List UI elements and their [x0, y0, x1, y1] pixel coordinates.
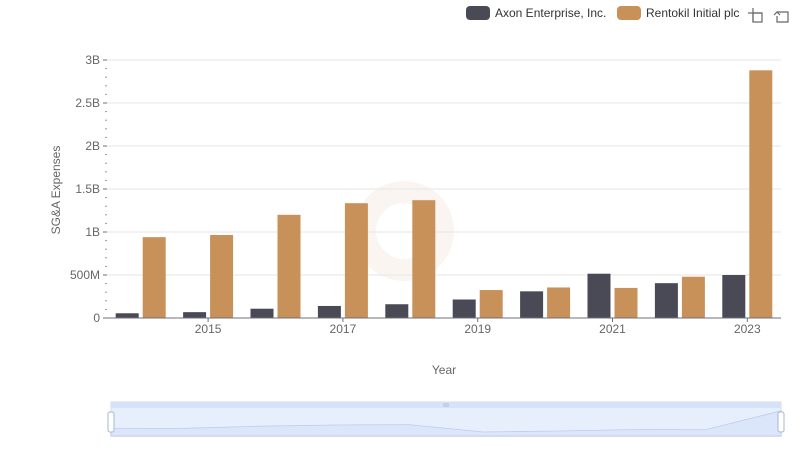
y-axis-title: SG&A Expenses — [49, 146, 63, 235]
y-tick-label: 2B — [85, 139, 100, 153]
bar-rentokil-initial-plc-2015[interactable] — [210, 235, 234, 318]
bar-rentokil-initial-plc-2016[interactable] — [277, 214, 301, 318]
y-tick-label: 2.5B — [75, 96, 100, 110]
bar-rentokil-initial-plc-2020[interactable] — [547, 287, 571, 318]
x-tick-label: 2017 — [330, 322, 357, 336]
slider-selected-range[interactable] — [111, 408, 781, 436]
bar-rentokil-initial-plc-2017[interactable] — [344, 203, 368, 318]
bar-axon-enterprise-inc--2015[interactable] — [183, 312, 207, 318]
slider-move-grip-icon[interactable] — [443, 403, 449, 407]
bars — [115, 70, 773, 318]
bar-axon-enterprise-inc--2014[interactable] — [115, 313, 139, 318]
y-tick-label: 0 — [93, 311, 100, 325]
restore-icon[interactable] — [773, 11, 789, 23]
legend[interactable]: Axon Enterprise, Inc. Rentokil Initial pl… — [466, 6, 739, 20]
watermark-logo — [354, 181, 454, 281]
y-tick-label: 1B — [85, 225, 100, 239]
bar-rentokil-initial-plc-2019[interactable] — [479, 290, 503, 318]
legend-item-1[interactable]: Rentokil Initial plc — [617, 6, 739, 20]
bar-axon-enterprise-inc--2018[interactable] — [385, 304, 409, 318]
x-tick-label: 2021 — [599, 322, 626, 336]
x-axis-tick-labels: 2015 2017 2019 2021 2023 — [195, 322, 761, 336]
y-axis-tick-labels: 0 500M 1B 1.5B 2B 2.5B 3B — [70, 53, 107, 325]
bar-rentokil-initial-plc-2018[interactable] — [412, 200, 436, 318]
bar-axon-enterprise-inc--2023[interactable] — [722, 275, 746, 318]
legend-item-0[interactable]: Axon Enterprise, Inc. — [466, 6, 606, 20]
legend-label: Rentokil Initial plc — [646, 6, 739, 20]
bar-axon-enterprise-inc--2019[interactable] — [452, 299, 476, 318]
legend-label: Axon Enterprise, Inc. — [495, 6, 606, 20]
x-tick-label: 2023 — [734, 322, 761, 336]
bar-axon-enterprise-inc--2016[interactable] — [250, 308, 274, 318]
bar-rentokil-initial-plc-2023[interactable] — [749, 70, 773, 318]
grid-lines — [107, 59, 781, 276]
bar-axon-enterprise-inc--2021[interactable] — [587, 273, 611, 318]
x-tick-label: 2019 — [464, 322, 491, 336]
bar-rentokil-initial-plc-2014[interactable] — [142, 237, 166, 318]
x-axis-ticks — [207, 318, 748, 322]
x-axis-title: Year — [432, 363, 456, 377]
y-tick-label: 1.5B — [75, 182, 100, 196]
legend-swatch — [466, 6, 490, 20]
bar-axon-enterprise-inc--2017[interactable] — [317, 305, 341, 318]
data-zoom-slider[interactable] — [107, 401, 785, 437]
legend-swatch — [617, 6, 641, 20]
bar-axon-enterprise-inc--2020[interactable] — [520, 291, 544, 318]
bar-axon-enterprise-inc--2022[interactable] — [654, 283, 678, 318]
slider-handle-right[interactable] — [777, 411, 785, 433]
x-tick-label: 2015 — [195, 322, 222, 336]
y-tick-label: 500M — [70, 268, 100, 282]
y-tick-label: 3B — [85, 53, 100, 67]
slider-handle-left[interactable] — [107, 411, 115, 433]
zoom-area-icon[interactable] — [748, 8, 763, 23]
bar-rentokil-initial-plc-2022[interactable] — [681, 276, 705, 318]
bar-rentokil-initial-plc-2021[interactable] — [614, 287, 638, 318]
